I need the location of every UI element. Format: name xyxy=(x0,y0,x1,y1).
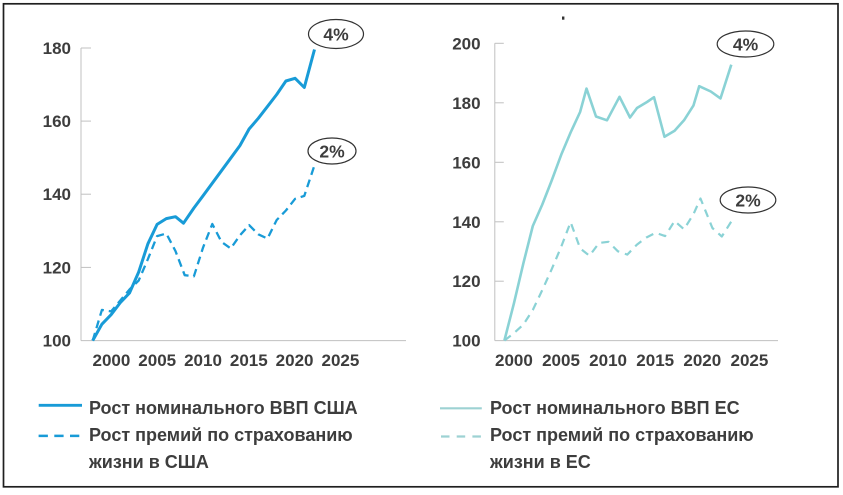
svg-text:Рост премий по страхованию: Рост премий по страхованию xyxy=(490,425,754,445)
svg-text:120: 120 xyxy=(43,258,71,277)
svg-text:2025: 2025 xyxy=(730,351,768,370)
svg-text:100: 100 xyxy=(43,332,71,351)
svg-text:Рост номинального ВВП США: Рост номинального ВВП США xyxy=(89,398,358,418)
svg-text:Рост премий по страхованию: Рост премий по страхованию xyxy=(89,425,353,445)
svg-text:жизни в США: жизни в США xyxy=(88,452,209,472)
svg-text:4%: 4% xyxy=(733,35,759,55)
svg-text:160: 160 xyxy=(43,112,71,131)
svg-text:2005: 2005 xyxy=(138,351,176,370)
svg-text:160: 160 xyxy=(452,153,480,172)
svg-text:2015: 2015 xyxy=(636,351,674,370)
svg-text:180: 180 xyxy=(43,39,71,58)
svg-text:4%: 4% xyxy=(323,25,349,45)
svg-text:2010: 2010 xyxy=(184,351,222,370)
svg-text:2000: 2000 xyxy=(495,351,533,370)
svg-text:2010: 2010 xyxy=(589,351,627,370)
svg-text:120: 120 xyxy=(452,272,480,291)
svg-text:2000: 2000 xyxy=(92,351,130,370)
svg-text:100: 100 xyxy=(452,332,480,351)
svg-text:2005: 2005 xyxy=(542,351,580,370)
svg-text:140: 140 xyxy=(43,185,71,204)
svg-text:140: 140 xyxy=(452,213,480,232)
svg-text:2%: 2% xyxy=(735,191,761,211)
svg-text:200: 200 xyxy=(452,34,480,53)
svg-text:2025: 2025 xyxy=(321,351,359,370)
svg-text:2020: 2020 xyxy=(276,351,314,370)
svg-text:Рост номинального ВВП ЕС: Рост номинального ВВП ЕС xyxy=(490,398,740,418)
svg-text:жизни в ЕС: жизни в ЕС xyxy=(489,452,591,472)
svg-text:2%: 2% xyxy=(319,142,345,162)
svg-text:2015: 2015 xyxy=(230,351,268,370)
svg-text:180: 180 xyxy=(452,94,480,113)
svg-text:2020: 2020 xyxy=(683,351,721,370)
